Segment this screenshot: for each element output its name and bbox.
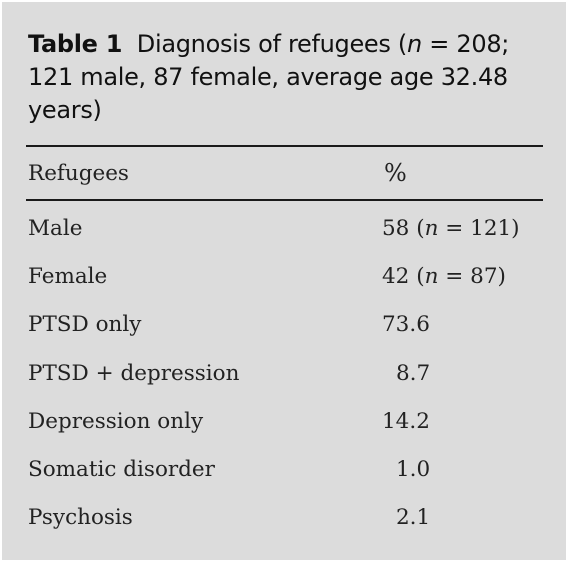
row-percent: 1.0 — [396, 457, 431, 482]
row-percent: 2.1 — [396, 505, 431, 531]
row-percent: 58 — [382, 216, 410, 241]
caption-text-start: Diagnosis of refugees ( — [136, 30, 407, 58]
row-value: 58 (n = 121) — [382, 216, 520, 241]
row-label: Somatic disorder — [28, 457, 215, 482]
row-n-note: (n = 87) — [409, 264, 506, 290]
caption-n-symbol: n — [406, 30, 422, 58]
row-percent: 42 — [382, 264, 410, 290]
row-value: 8.7 — [396, 361, 430, 386]
row-label: Male — [28, 216, 83, 241]
row-value: 42 (n = 87) — [382, 264, 506, 289]
row-label: PTSD only — [28, 312, 142, 338]
row-value: 1.0 — [396, 457, 430, 482]
table-top-rule — [26, 145, 543, 147]
header-refugees: Refugees — [28, 161, 129, 186]
caption-text-end: = 208; 121 male, 87 female, average age … — [28, 30, 510, 124]
row-percent: 73.6 — [382, 312, 430, 338]
row-label: Psychosis — [28, 505, 133, 531]
row-percent: 14.2 — [382, 408, 430, 434]
row-value: 2.1 — [396, 505, 430, 530]
table-label: Table 1 — [28, 30, 123, 58]
row-percent: 8.7 — [396, 360, 431, 386]
table-caption: Table 1 Diagnosis of refugees (n = 208; … — [28, 28, 548, 127]
table-header-rule — [26, 199, 543, 201]
row-value: 73.6 — [382, 312, 430, 337]
row-label: Depression only — [28, 408, 204, 434]
row-n-note: (n = 121) — [409, 216, 520, 241]
row-label: Female — [28, 264, 108, 290]
row-value: 14.2 — [382, 409, 430, 434]
row-label: PTSD + depression — [28, 360, 240, 386]
header-percent: % — [384, 159, 407, 187]
